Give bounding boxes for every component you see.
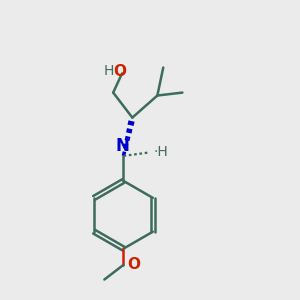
Text: O: O: [127, 257, 140, 272]
Text: N: N: [116, 137, 130, 155]
Text: O: O: [113, 64, 126, 79]
Text: H: H: [103, 64, 114, 78]
Text: ·H: ·H: [154, 146, 168, 159]
